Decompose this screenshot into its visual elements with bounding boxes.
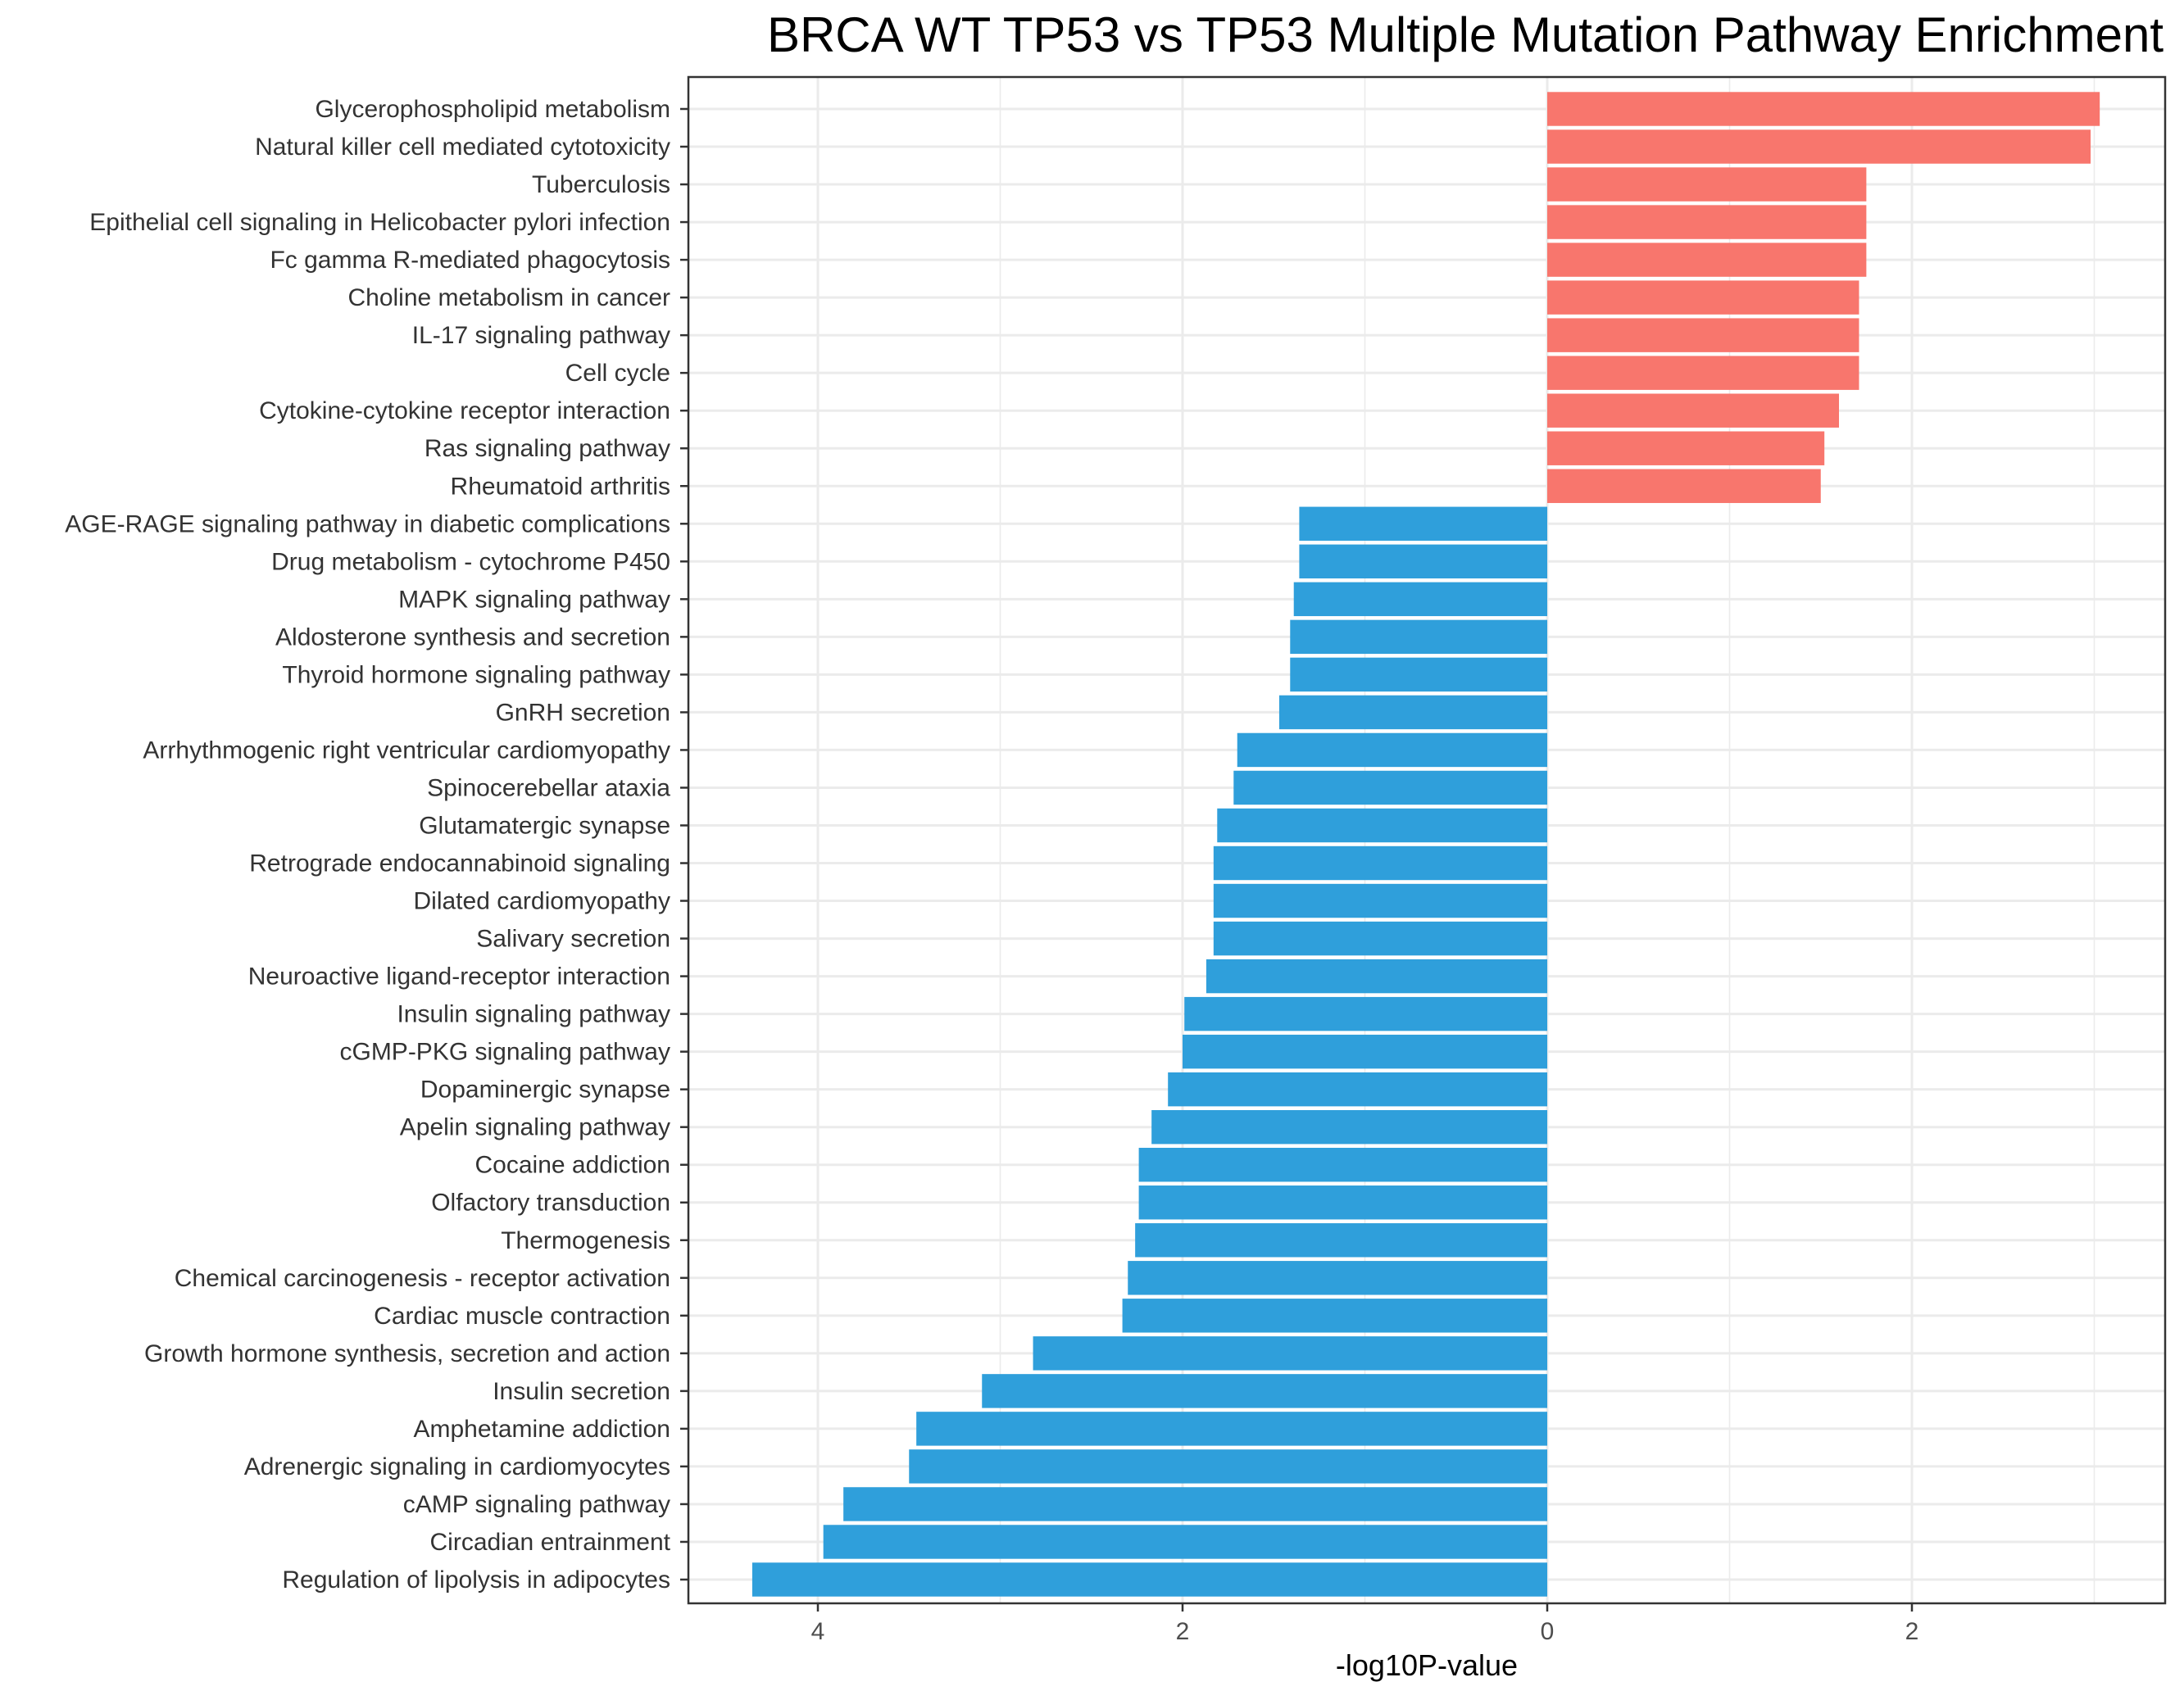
category-label: Ras signaling pathway: [425, 435, 670, 462]
bar-dopaminergic-synapse: [1168, 1072, 1547, 1107]
category-label: Epithelial cell signaling in Helicobacte…: [89, 209, 670, 236]
category-label: Insulin signaling pathway: [397, 1001, 670, 1028]
bar-glutamatergic-synapse: [1217, 808, 1547, 843]
x-tick-label: 0: [1541, 1618, 1555, 1645]
category-label: Amphetamine addiction: [413, 1416, 670, 1443]
bar-neuroactive-ligand-receptor-interaction: [1206, 959, 1547, 994]
category-label: cAMP signaling pathway: [403, 1491, 670, 1518]
bar-fc-gamma-r-mediated-phagocytosis: [1547, 243, 1867, 277]
panel-border: [687, 75, 2167, 1605]
bar-age-rage-signaling-pathway-in-diabetic-complications: [1299, 506, 1547, 541]
bar-spinocerebellar-ataxia: [1233, 770, 1547, 805]
bar-rheumatoid-arthritis: [1547, 469, 1821, 503]
category-label: AGE-RAGE signaling pathway in diabetic c…: [65, 510, 670, 537]
bar-glycerophospholipid-metabolism: [1547, 92, 2100, 126]
category-label: IL-17 signaling pathway: [412, 322, 670, 349]
category-label: Dilated cardiomyopathy: [414, 888, 671, 915]
bar-mapk-signaling-pathway: [1293, 582, 1547, 617]
bar-insulin-secretion: [982, 1374, 1547, 1408]
x-axis-title: -log10P-value: [1336, 1648, 1518, 1682]
bar-tuberculosis: [1547, 167, 1867, 202]
category-label: Adrenergic signaling in cardiomyocytes: [244, 1453, 670, 1480]
bar-cytokine-cytokine-receptor-interaction: [1547, 393, 1839, 428]
bar-chemical-carcinogenesis-receptor-activation: [1128, 1261, 1547, 1295]
bar-gnrh-secretion: [1278, 695, 1547, 730]
category-label: Cell cycle: [565, 360, 670, 387]
bar-choline-metabolism-in-cancer: [1547, 280, 1859, 315]
category-labels: Glycerophospholipid metabolism Natural ki…: [65, 96, 688, 1593]
bar-dilated-cardiomyopathy: [1213, 883, 1547, 918]
bar-adrenergic-signaling-in-cardiomyocytes: [909, 1449, 1547, 1484]
category-label: GnRH secretion: [496, 699, 670, 726]
bar-cgmp-pkg-signaling-pathway: [1183, 1034, 1547, 1069]
category-label: Natural killer cell mediated cytotoxicit…: [255, 134, 670, 161]
category-label: Retrograde endocannabinoid signaling: [249, 850, 670, 877]
category-label: Cytokine-cytokine receptor interaction: [259, 397, 670, 424]
category-label: Drug metabolism - cytochrome P450: [271, 548, 670, 575]
bar-growth-hormone-synthesis-secretion-and-action: [1033, 1336, 1547, 1371]
category-label: Regulation of lipolysis in adipocytes: [282, 1566, 670, 1593]
bar-thyroid-hormone-signaling-pathway: [1290, 657, 1547, 692]
bar-cell-cycle: [1547, 356, 1859, 390]
bar-drug-metabolism-cytochrome-p450: [1299, 544, 1547, 579]
category-label: MAPK signaling pathway: [398, 586, 670, 613]
bar-thermogenesis: [1135, 1223, 1547, 1258]
category-label: Thermogenesis: [501, 1227, 670, 1254]
bar-il-17-signaling-pathway: [1547, 318, 1859, 352]
category-label: Fc gamma R-mediated phagocytosis: [270, 247, 670, 274]
category-label: Glycerophospholipid metabolism: [315, 96, 670, 123]
category-label: cGMP-PKG signaling pathway: [339, 1039, 670, 1066]
category-label: Circadian entrainment: [430, 1529, 671, 1556]
bar-circadian-entrainment: [823, 1525, 1547, 1559]
category-label: Rheumatoid arthritis: [451, 473, 670, 500]
bar-salivary-secretion: [1213, 921, 1547, 956]
category-label: Dopaminergic synapse: [420, 1077, 670, 1104]
bar-cardiac-muscle-contraction: [1122, 1299, 1547, 1333]
bars: [751, 92, 2100, 1597]
category-label: Salivary secretion: [476, 926, 670, 953]
category-label: Spinocerebellar ataxia: [427, 774, 670, 801]
bar-olfactory-transduction: [1138, 1185, 1547, 1220]
x-tick-label: 4: [811, 1618, 825, 1645]
category-label: Neuroactive ligand-receptor interaction: [248, 963, 670, 991]
bar-apelin-signaling-pathway: [1151, 1109, 1547, 1145]
bar-regulation-of-lipolysis-in-adipocytes: [751, 1562, 1547, 1597]
x-tick-label: 2: [1176, 1618, 1190, 1645]
bar-camp-signaling-pathway: [843, 1487, 1547, 1521]
category-label: Apelin signaling pathway: [400, 1114, 670, 1141]
category-label: Olfactory transduction: [431, 1190, 670, 1217]
bar-arrhythmogenic-right-ventricular-cardiomyopathy: [1237, 732, 1547, 768]
category-label: Thyroid hormone signaling pathway: [282, 661, 670, 688]
bar-aldosterone-synthesis-and-secretion: [1290, 619, 1547, 655]
bar-retrograde-endocannabinoid-signaling: [1213, 845, 1547, 881]
bar-cocaine-addiction: [1138, 1148, 1547, 1182]
category-label: Cocaine addiction: [475, 1152, 671, 1179]
x-tick-label: 2: [1905, 1618, 1919, 1645]
category-label: Choline metabolism in cancer: [347, 284, 670, 311]
category-label: Glutamatergic synapse: [419, 812, 670, 839]
category-label: Growth hormone synthesis, secretion and …: [144, 1340, 670, 1367]
bar-epithelial-cell-signaling-in-helicobacter-pylori-infection: [1547, 205, 1867, 239]
category-label: Insulin secretion: [493, 1378, 670, 1405]
category-label: Cardiac muscle contraction: [374, 1303, 670, 1330]
bar-insulin-signaling-pathway: [1184, 996, 1547, 1031]
category-label: Chemical carcinogenesis - receptor activ…: [175, 1265, 670, 1292]
category-label: Aldosterone synthesis and secretion: [275, 623, 670, 651]
category-label: Tuberculosis: [532, 171, 670, 198]
category-label: Arrhythmogenic right ventricular cardiom…: [143, 737, 670, 764]
x-axis-ticks: 4 2 0 2: [811, 1603, 1919, 1645]
chart-title: BRCA WT TP53 vs TP53 Multiple Mutation P…: [767, 7, 2164, 62]
bar-amphetamine-addiction: [916, 1412, 1547, 1446]
bar-ras-signaling-pathway: [1547, 431, 1825, 465]
bar-natural-killer-cell-mediated-cytotoxicity: [1547, 129, 2091, 164]
